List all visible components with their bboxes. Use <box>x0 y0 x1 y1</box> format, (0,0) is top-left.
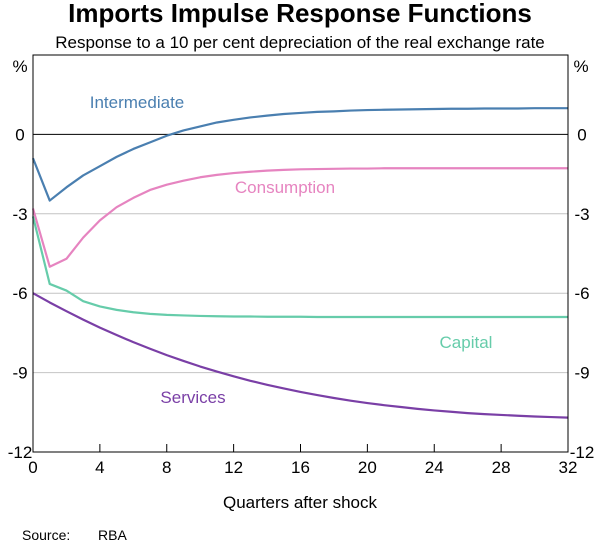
y-tick-label-right: -6 <box>574 284 589 303</box>
y-tick-label-left: -12 <box>8 443 33 462</box>
series-line-services <box>32 292 569 419</box>
y-tick-label-left: -6 <box>12 284 27 303</box>
series-label-intermediate: Intermediate <box>90 93 185 112</box>
x-tick-label: 4 <box>95 458 104 477</box>
x-tick-label: 16 <box>291 458 310 477</box>
x-tick-label: 12 <box>224 458 243 477</box>
series-labels: Intermediate Consumption Capital Service… <box>90 93 493 407</box>
series-label-services: Services <box>160 388 225 407</box>
chart-subtitle: Response to a 10 per cent depreciation o… <box>55 33 545 52</box>
y-tick-label-right: -3 <box>574 205 589 224</box>
series-line-intermediate <box>31 107 568 202</box>
source-label: Source: <box>22 527 70 542</box>
y-axis-unit-right: % <box>573 57 588 76</box>
y-tick-label-right: 0 <box>577 125 586 144</box>
series-label-capital: Capital <box>440 333 493 352</box>
series-lines <box>31 107 569 419</box>
y-tick-label-left: 0 <box>15 125 24 144</box>
y-tick-label-left: -3 <box>12 205 27 224</box>
y-tick-label-left: -9 <box>12 364 27 383</box>
axis-tick-labels: 0 4 8 12 16 20 24 28 32 0 0 -3 -3 -6 -6 -9 -9 -12 -12 <box>8 125 595 477</box>
axis-ticks <box>99 444 502 452</box>
x-tick-label: 32 <box>559 458 578 477</box>
y-tick-label-right: -9 <box>574 364 589 383</box>
y-axis-unit-left: % <box>12 57 27 76</box>
source-value: RBA <box>98 527 127 542</box>
x-tick-label: 20 <box>358 458 377 477</box>
series-line-capital <box>31 216 568 319</box>
y-tick-label-right: -12 <box>570 443 595 462</box>
x-tick-label: 28 <box>492 458 511 477</box>
gridlines <box>33 133 568 374</box>
series-line-consumption <box>31 167 568 268</box>
chart-title: Imports Impulse Response Functions <box>68 0 532 28</box>
x-tick-label: 0 <box>28 458 37 477</box>
series-label-consumption: Consumption <box>235 178 335 197</box>
x-tick-label: 8 <box>162 458 171 477</box>
x-axis-title: Quarters after shock <box>223 493 378 512</box>
x-tick-label: 24 <box>425 458 444 477</box>
